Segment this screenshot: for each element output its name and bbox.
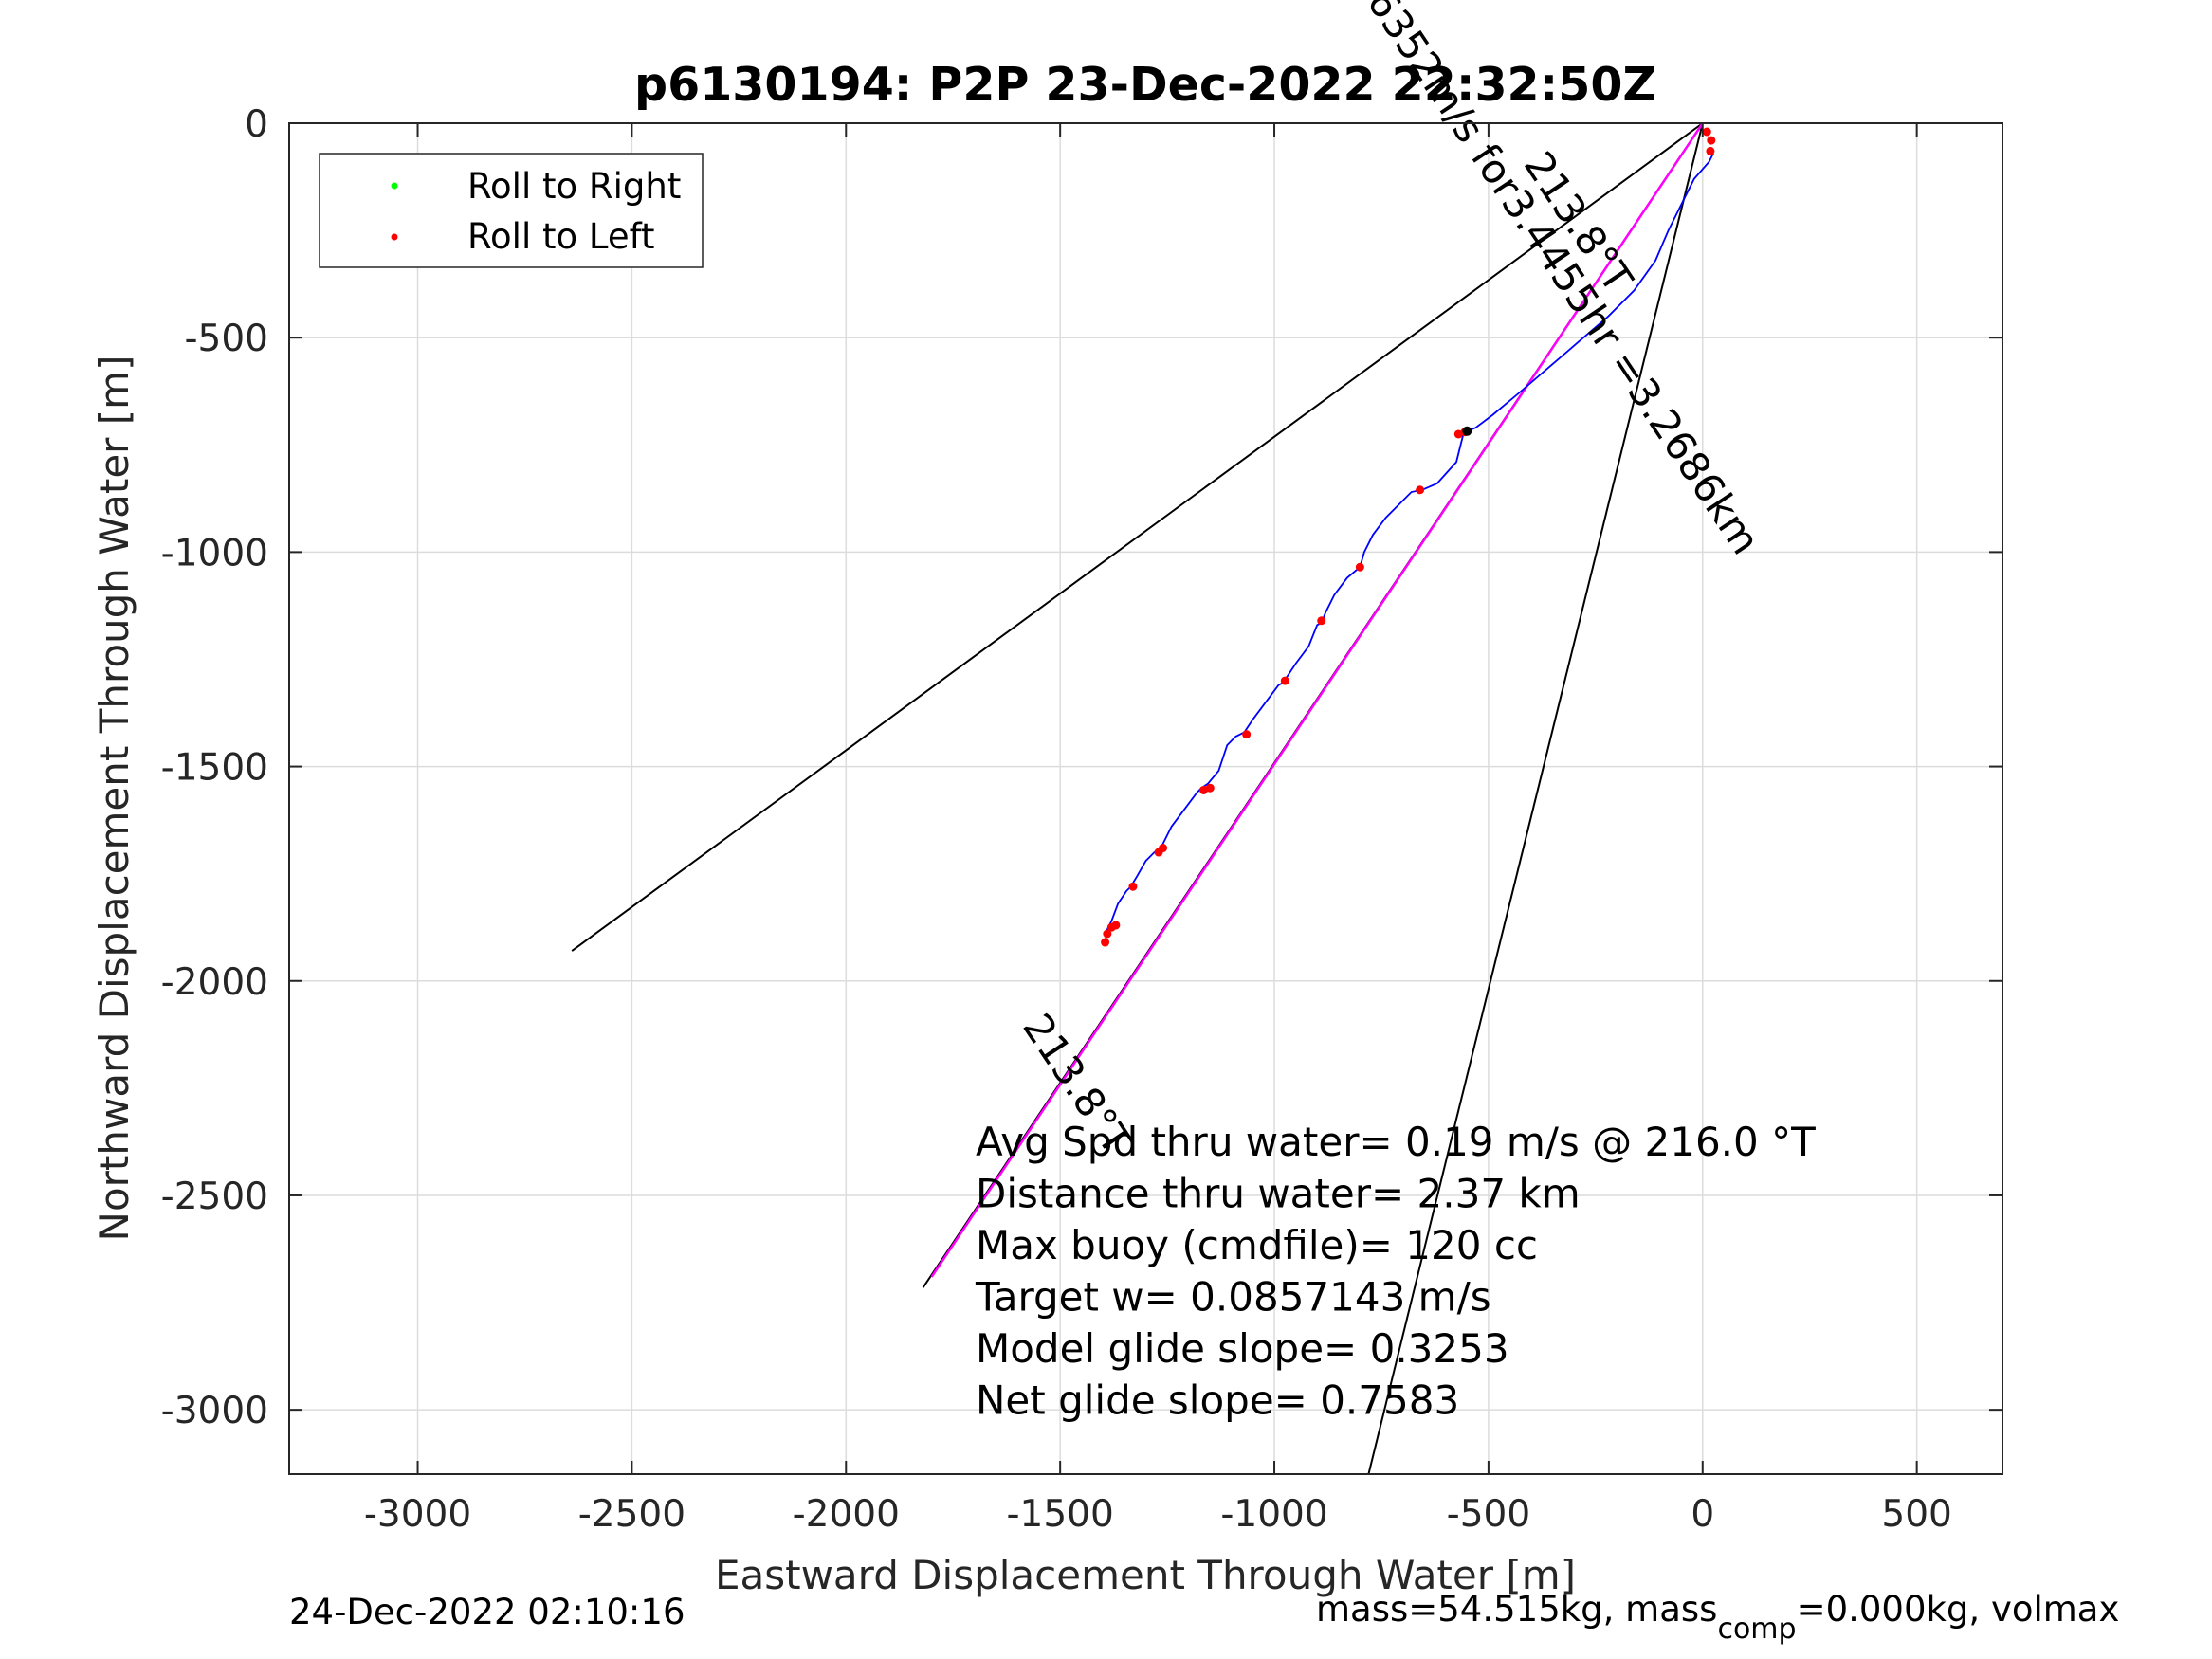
x-tick-label: 0 xyxy=(1691,1493,1714,1536)
y-tick-label: -3000 xyxy=(161,1390,268,1432)
roll-points xyxy=(1101,127,1716,947)
chart-title: p6130194: P2P 23-Dec-2022 22:32:50Z xyxy=(634,58,1656,112)
x-tick-label: -500 xyxy=(1447,1493,1531,1536)
marker-point xyxy=(1462,426,1472,436)
x-tick-label: 500 xyxy=(1881,1493,1951,1536)
y-tick-label: -2500 xyxy=(161,1176,268,1218)
y-tick-label: 0 xyxy=(245,103,268,146)
x-tick-label: -3000 xyxy=(364,1493,471,1536)
annotation-box: Avg Spd thru water= 0.19 m/s @ 216.0 °T D… xyxy=(975,1119,1816,1424)
mass-subscript: comp xyxy=(1717,1613,1796,1646)
roll-left-point xyxy=(1242,730,1252,739)
annotation-line: Distance thru water= 2.37 km xyxy=(976,1171,1581,1217)
legend-marker-roll-right xyxy=(391,182,398,190)
roll-left-point xyxy=(1198,785,1208,794)
roll-left-point xyxy=(1355,562,1364,572)
roll-left-point xyxy=(1453,429,1463,439)
legend: Roll to Right Roll to Left xyxy=(319,153,704,268)
legend-label-roll-right: Roll to Right xyxy=(467,166,681,207)
reference-lines xyxy=(571,122,1704,1475)
legend-marker-roll-left xyxy=(391,233,398,241)
annotation-line: Target w= 0.0857143 m/s xyxy=(975,1274,1491,1321)
footer-mass-info: mass=54.515kg, masscomp=0.000kg, volmax xyxy=(1316,1589,2119,1646)
roll-left-point xyxy=(1317,616,1326,626)
y-tick-label: -1000 xyxy=(161,532,268,574)
y-axis-label: Northward Displacement Through Water [m] xyxy=(91,356,137,1242)
roll-left-point xyxy=(1128,882,1138,891)
roll-left-point xyxy=(1101,938,1110,947)
roll-left-point xyxy=(1706,146,1715,155)
mass-suffix: =0.000kg, volmax xyxy=(1797,1589,2120,1630)
y-tick-label: -500 xyxy=(184,318,268,360)
mass-prefix: mass=54.515kg, mass xyxy=(1316,1589,1717,1630)
roll-left-point xyxy=(1103,929,1112,939)
legend-label-roll-left: Roll to Left xyxy=(467,216,655,257)
roll-left-point xyxy=(1707,136,1716,145)
x-axis-label: Eastward Displacement Through Water [m] xyxy=(715,1552,1576,1598)
footer-timestamp: 24-Dec-2022 02:10:16 xyxy=(289,1592,685,1632)
annotation-line: Avg Spd thru water= 0.19 m/s @ 216.0 °T xyxy=(976,1119,1816,1165)
legend-box xyxy=(319,153,704,268)
annotation-line: Model glide slope= 0.3253 xyxy=(976,1325,1509,1372)
x-tick-label: -1500 xyxy=(1006,1493,1113,1536)
plot-box xyxy=(288,122,2003,1475)
heading-projection-line xyxy=(930,122,1704,1278)
x-tick-label: -2000 xyxy=(793,1493,900,1536)
y-tick-label: -2000 xyxy=(161,961,268,1004)
axis-ticks: -3000 -2500 -2000 -1500 -1000 -500 0 500 0 -500 -1… xyxy=(161,103,2002,1536)
annotation-line: Max buoy (cmdfile)= 120 cc xyxy=(976,1222,1538,1268)
roll-left-point xyxy=(1159,844,1168,853)
x-tick-label: -1000 xyxy=(1220,1493,1327,1536)
roll-left-point xyxy=(1106,922,1116,932)
left-bound-line xyxy=(571,122,1704,952)
x-tick-label: -2500 xyxy=(578,1493,686,1536)
roll-left-point xyxy=(1280,676,1289,685)
roll-left-point xyxy=(1702,127,1711,137)
y-tick-label: -1500 xyxy=(161,747,268,790)
right-bound-line xyxy=(1367,122,1704,1475)
roll-left-point xyxy=(1205,783,1215,793)
annotation-line: Net glide slope= 0.7583 xyxy=(976,1377,1459,1424)
roll-left-point xyxy=(1416,485,1425,495)
